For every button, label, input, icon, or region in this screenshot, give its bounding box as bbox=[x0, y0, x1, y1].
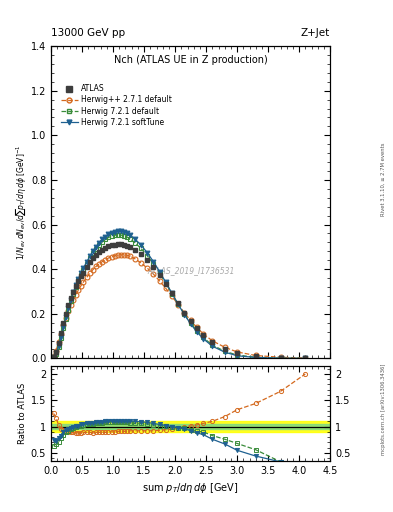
Text: Rivet 3.1.10, ≥ 2.7M events: Rivet 3.1.10, ≥ 2.7M events bbox=[381, 142, 386, 216]
Text: ATLAS_2019_I1736531: ATLAS_2019_I1736531 bbox=[147, 266, 234, 275]
Y-axis label: Ratio to ATLAS: Ratio to ATLAS bbox=[18, 383, 27, 444]
X-axis label: sum $p_T/d\eta\,d\phi$ [GeV]: sum $p_T/d\eta\,d\phi$ [GeV] bbox=[142, 481, 239, 495]
Text: 13000 GeV pp: 13000 GeV pp bbox=[51, 28, 125, 38]
Text: Z+Jet: Z+Jet bbox=[301, 28, 330, 38]
Y-axis label: $1/N_{ev}\,dN_{ev}/d\!\sum\! p_T/d\eta\,d\phi\;[\mathrm{GeV}]^{-1}$: $1/N_{ev}\,dN_{ev}/d\!\sum\! p_T/d\eta\,… bbox=[14, 144, 28, 260]
Text: mcplots.cern.ch [arXiv:1306.3436]: mcplots.cern.ch [arXiv:1306.3436] bbox=[381, 364, 386, 455]
Legend: ATLAS, Herwig++ 2.7.1 default, Herwig 7.2.1 default, Herwig 7.2.1 softTune: ATLAS, Herwig++ 2.7.1 default, Herwig 7.… bbox=[58, 81, 175, 130]
Text: Nch (ATLAS UE in Z production): Nch (ATLAS UE in Z production) bbox=[114, 55, 268, 66]
